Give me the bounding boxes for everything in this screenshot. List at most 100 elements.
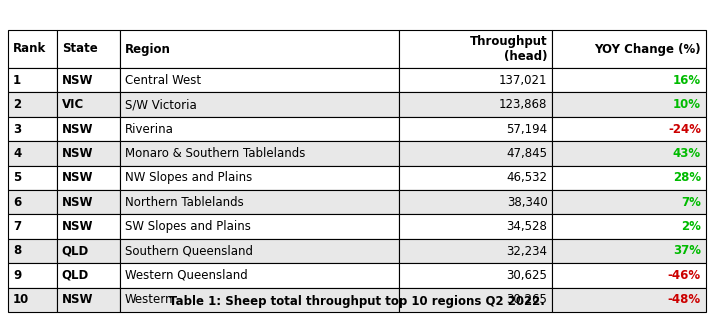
Bar (8, 288, 57, 312)
Text: 28%: 28% (673, 171, 701, 184)
Bar (553, 92, 706, 117)
Bar (120, 30, 399, 68)
Text: QLD: QLD (62, 245, 89, 258)
Text: 8: 8 (13, 245, 21, 258)
Text: 7: 7 (13, 220, 21, 233)
Bar (57, 239, 120, 263)
Bar (120, 190, 399, 214)
Text: 10%: 10% (673, 98, 701, 111)
Bar (399, 166, 553, 190)
Bar (8, 68, 57, 92)
Text: 47,845: 47,845 (506, 147, 548, 160)
Bar (120, 68, 399, 92)
Text: 43%: 43% (673, 147, 701, 160)
Text: 3: 3 (13, 123, 21, 136)
Bar (553, 214, 706, 239)
Text: State: State (62, 42, 98, 56)
Text: 4: 4 (13, 147, 21, 160)
Text: S/W Victoria: S/W Victoria (125, 98, 196, 111)
Bar (57, 30, 120, 68)
Text: Table 1: Sheep total throughput top 10 regions Q2 2022.: Table 1: Sheep total throughput top 10 r… (169, 295, 545, 308)
Text: 137,021: 137,021 (499, 74, 548, 87)
Bar (553, 68, 706, 92)
Bar (399, 214, 553, 239)
Text: -24%: -24% (668, 123, 701, 136)
Text: 16%: 16% (673, 74, 701, 87)
Text: Western: Western (125, 293, 174, 306)
Text: QLD: QLD (62, 269, 89, 282)
Text: Monaro & Southern Tablelands: Monaro & Southern Tablelands (125, 147, 305, 160)
Bar (120, 288, 399, 312)
Bar (120, 117, 399, 141)
Text: 2: 2 (13, 98, 21, 111)
Text: 123,868: 123,868 (499, 98, 548, 111)
Bar (553, 239, 706, 263)
Text: -46%: -46% (668, 269, 701, 282)
Bar (8, 92, 57, 117)
Bar (553, 190, 706, 214)
Bar (120, 166, 399, 190)
Text: SW Slopes and Plains: SW Slopes and Plains (125, 220, 251, 233)
Text: NSW: NSW (62, 293, 94, 306)
Bar (8, 190, 57, 214)
Bar (399, 92, 553, 117)
Text: NSW: NSW (62, 196, 94, 209)
Bar (399, 30, 553, 68)
Bar (399, 141, 553, 166)
Bar (57, 214, 120, 239)
Bar (553, 141, 706, 166)
Text: Western Queensland: Western Queensland (125, 269, 248, 282)
Text: NW Slopes and Plains: NW Slopes and Plains (125, 171, 252, 184)
Bar (399, 68, 553, 92)
Text: 57,194: 57,194 (506, 123, 548, 136)
Bar (8, 166, 57, 190)
Bar (399, 288, 553, 312)
Bar (553, 117, 706, 141)
Text: NSW: NSW (62, 171, 94, 184)
Text: 6: 6 (13, 196, 21, 209)
Text: 5: 5 (13, 171, 21, 184)
Text: Rank: Rank (13, 42, 46, 56)
Text: 7%: 7% (681, 196, 701, 209)
Text: 34,528: 34,528 (506, 220, 548, 233)
Bar (553, 263, 706, 288)
Text: 2%: 2% (681, 220, 701, 233)
Bar (8, 214, 57, 239)
Text: 1: 1 (13, 74, 21, 87)
Bar (553, 166, 706, 190)
Text: 30,265: 30,265 (506, 293, 548, 306)
Text: Riverina: Riverina (125, 123, 174, 136)
Bar (57, 92, 120, 117)
Bar (8, 30, 57, 68)
Text: YOY Change (%): YOY Change (%) (594, 42, 701, 56)
Bar (120, 263, 399, 288)
Bar (120, 214, 399, 239)
Text: NSW: NSW (62, 147, 94, 160)
Bar (57, 190, 120, 214)
Bar (57, 68, 120, 92)
Text: 10: 10 (13, 293, 29, 306)
Bar (399, 263, 553, 288)
Bar (399, 190, 553, 214)
Text: 9: 9 (13, 269, 21, 282)
Bar (57, 141, 120, 166)
Bar (8, 141, 57, 166)
Text: Southern Queensland: Southern Queensland (125, 245, 253, 258)
Text: -48%: -48% (668, 293, 701, 306)
Bar (8, 263, 57, 288)
Text: 37%: 37% (673, 245, 701, 258)
Text: Region: Region (125, 42, 171, 56)
Text: NSW: NSW (62, 220, 94, 233)
Bar (57, 117, 120, 141)
Text: Throughput
(head): Throughput (head) (470, 35, 548, 63)
Bar (553, 30, 706, 68)
Bar (120, 92, 399, 117)
Text: Northern Tablelands: Northern Tablelands (125, 196, 243, 209)
Text: 46,532: 46,532 (506, 171, 548, 184)
Bar (57, 263, 120, 288)
Bar (57, 288, 120, 312)
Bar (399, 117, 553, 141)
Bar (8, 117, 57, 141)
Bar (553, 288, 706, 312)
Bar (8, 239, 57, 263)
